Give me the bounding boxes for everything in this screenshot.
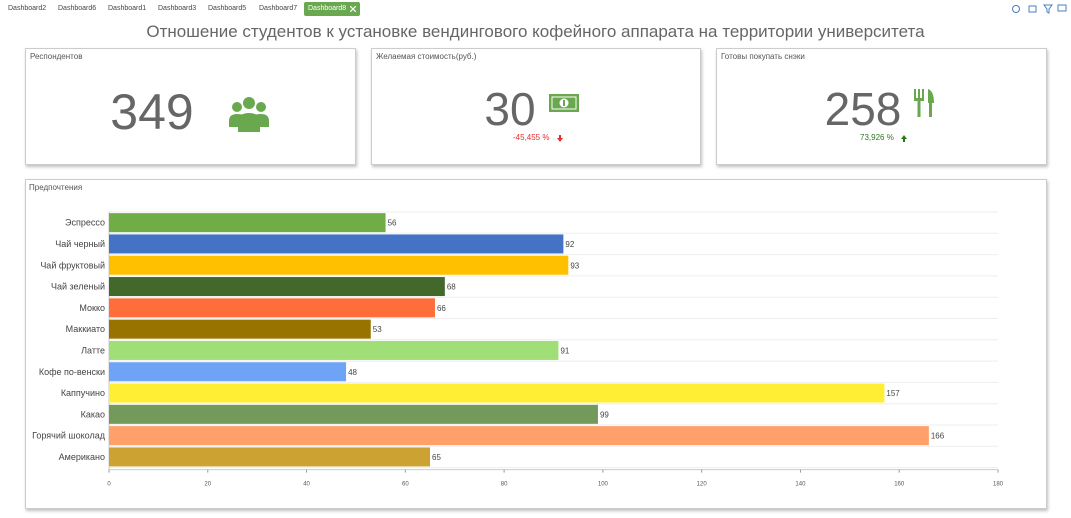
x-tick-label: 160 <box>894 482 905 488</box>
tab[interactable]: Dashboard5 <box>208 5 247 12</box>
data-label: 91 <box>560 346 569 355</box>
kpi-card: Желаемая стоимость(руб.) 30 -45,455 % <box>371 48 701 165</box>
kpi-change: -45,455 % <box>513 133 550 142</box>
tab[interactable]: Dashboard6 <box>58 5 97 12</box>
refresh-icon[interactable] <box>1012 5 1020 13</box>
kpi-change: 73,926 % <box>860 133 894 142</box>
y-tick-label: Кофе по-венски <box>39 367 105 377</box>
tab-active[interactable]: Dashboard8 <box>304 2 361 16</box>
chart: Предпочтения 0 20 40 60 80 100 120 140 160 180 Эсп… <box>29 183 1004 488</box>
up-arrow <box>901 135 907 142</box>
x-tick-label: 80 <box>501 482 508 488</box>
bar <box>109 213 386 233</box>
data-label: 99 <box>600 410 609 419</box>
bar <box>109 340 559 360</box>
y-tick-label: Чай фруктовый <box>40 260 105 270</box>
export-icon[interactable] <box>1028 5 1037 13</box>
chart-title: Предпочтения <box>29 183 82 192</box>
tab[interactable]: Dashboard7 <box>259 5 298 12</box>
bar <box>109 319 371 339</box>
bar <box>109 277 445 297</box>
data-label: 66 <box>437 304 446 313</box>
bar <box>109 447 431 467</box>
data-label: 92 <box>565 240 574 249</box>
y-tick-label: Эспрессо <box>65 218 105 228</box>
x-tick-label: 180 <box>993 482 1004 488</box>
close-icon[interactable] <box>350 6 357 12</box>
data-label: 157 <box>886 389 900 398</box>
data-label: 68 <box>447 283 456 292</box>
bar <box>109 234 564 254</box>
x-tick-label: 20 <box>204 482 211 488</box>
down-arrow <box>557 135 563 142</box>
bar <box>109 404 598 424</box>
x-tick-label: 100 <box>598 482 609 488</box>
y-tick-label: Чай черный <box>55 239 105 249</box>
data-label: 56 <box>388 219 397 228</box>
data-label: 48 <box>348 368 357 377</box>
filter-icon[interactable] <box>1043 4 1053 14</box>
y-tick-label: Мокко <box>79 303 105 313</box>
bar <box>109 426 929 446</box>
bar <box>109 255 569 275</box>
kpi-label: Желаемая стоимость(руб.) <box>376 52 477 61</box>
x-tick-label: 0 <box>107 482 111 488</box>
kpi-card: Готовы покупать снэки 258 73,926 % <box>716 48 1047 165</box>
kpi-value: 349 <box>110 84 194 140</box>
tab[interactable]: Dashboard1 <box>108 5 147 12</box>
x-tick-label: 40 <box>303 482 310 488</box>
x-tick-label: 60 <box>402 482 409 488</box>
people-icon <box>229 97 269 132</box>
y-tick-label: Латте <box>81 345 105 355</box>
y-tick-label: Какао <box>81 409 105 419</box>
data-label: 93 <box>570 261 579 270</box>
kpi-card: Респондентов 349 <box>25 48 356 165</box>
toolbar <box>1012 4 1067 14</box>
tab[interactable]: Dashboard3 <box>158 5 197 12</box>
comment-icon[interactable] <box>1057 4 1067 12</box>
y-tick-label: Американо <box>59 452 105 462</box>
kpi-label: Респондентов <box>30 52 83 61</box>
bar <box>109 383 885 403</box>
kpi-label: Готовы покупать снэки <box>721 52 805 61</box>
data-label: 166 <box>931 432 945 441</box>
dashboard-title: Отношение студентов к установке вендинго… <box>146 22 925 41</box>
x-tick-label: 120 <box>697 482 708 488</box>
money-icon <box>549 94 579 112</box>
tab[interactable]: Dashboard2 <box>8 5 47 12</box>
kpi-value: 30 <box>484 83 536 135</box>
kpi-value: 258 <box>824 83 902 135</box>
cutlery-icon <box>914 89 934 117</box>
bar <box>109 298 435 318</box>
y-tick-label: Каппучино <box>61 388 105 398</box>
data-label: 65 <box>432 453 441 462</box>
chart-panel: Предпочтения 0 20 40 60 80 100 120 140 160 180 Эсп… <box>25 179 1047 509</box>
y-tick-label: Чай зеленый <box>51 282 105 292</box>
x-tick-label: 140 <box>795 482 806 488</box>
y-tick-label: Горячий шоколад <box>32 431 106 441</box>
y-tick-label: Маккиато <box>66 324 105 334</box>
bar <box>109 362 347 382</box>
data-label: 53 <box>373 325 382 334</box>
tab-label: Dashboard8 <box>308 5 347 12</box>
